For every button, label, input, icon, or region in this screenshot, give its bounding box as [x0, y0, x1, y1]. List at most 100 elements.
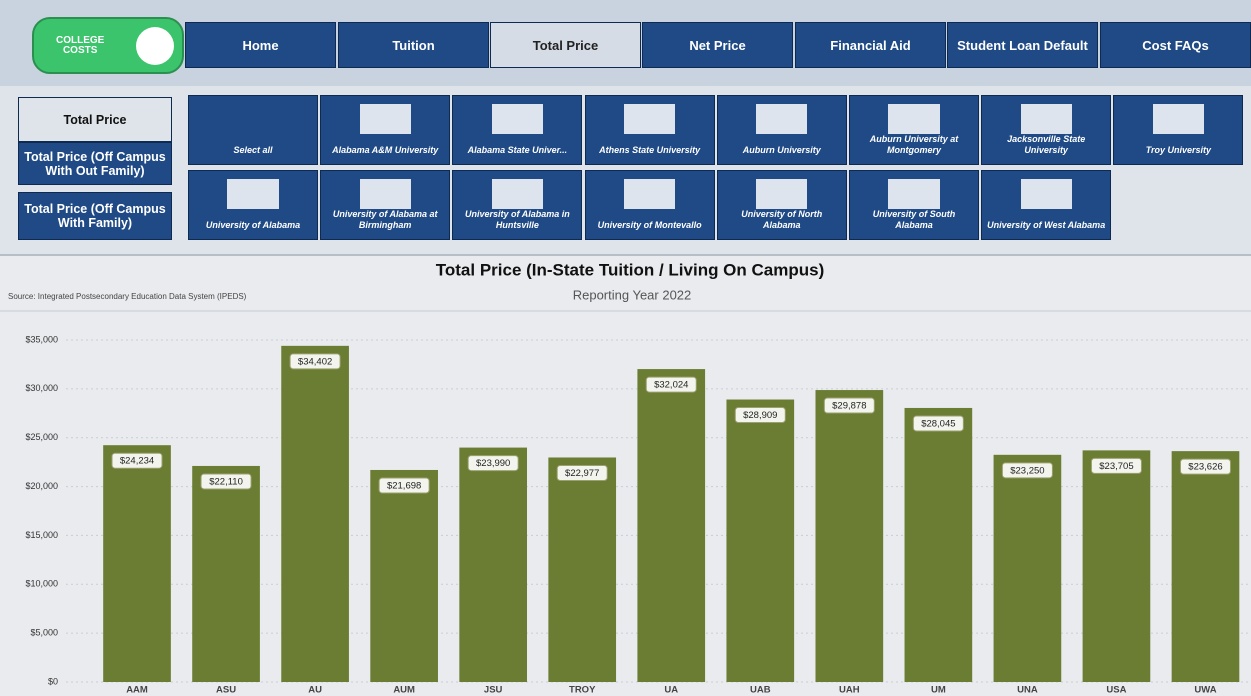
school-tile[interactable]: University of North Alabama: [716, 170, 847, 240]
school-tile-label: University of West Alabama: [987, 220, 1106, 230]
school-tile-label: University of Alabama in Huntsville: [465, 209, 570, 230]
bar: [726, 399, 795, 682]
chart-title: Total Price (In-State Tuition / Living O…: [436, 260, 825, 279]
side-button-label: Total Price (Off Campus With Out Family): [24, 149, 166, 178]
bar: [281, 345, 349, 682]
nav-tab[interactable]: Total Price: [490, 22, 641, 68]
x-tick-label: AAM: [126, 685, 148, 696]
nav-tab[interactable]: Financial Aid: [795, 22, 946, 68]
school-tile-label: Jacksonville State University: [1007, 134, 1086, 155]
side-button[interactable]: Total Price (Off Campus With Family): [18, 192, 172, 240]
value-label-bg: [734, 407, 786, 424]
school-tile-label: Alabama A&M University: [332, 145, 439, 155]
bar: [370, 469, 438, 682]
x-tick-label: AU: [308, 685, 322, 696]
side-button-label: Total Price (Off Campus With Family): [24, 202, 166, 230]
school-logo: [359, 179, 411, 209]
school-tile-label: University of South Alabama: [872, 209, 956, 230]
nav-tab-label: Tuition: [392, 37, 435, 53]
nav-tab-label: Net Price: [689, 37, 746, 53]
nav-tab[interactable]: Tuition: [338, 22, 489, 68]
school-tile[interactable]: Alabama State Univer...: [452, 95, 583, 165]
x-tick-label: ASU: [216, 685, 236, 696]
bar: [993, 454, 1062, 682]
school-tile[interactable]: Select all: [188, 95, 318, 165]
school-logo: [1020, 104, 1072, 134]
value-label: $23,705: [1099, 461, 1133, 472]
x-tick-label: UM: [931, 685, 946, 696]
value-label-bg: [1090, 457, 1142, 474]
value-label: $28,909: [743, 410, 777, 421]
bar: [548, 457, 617, 682]
bar: [1171, 451, 1240, 682]
school-logo: [1020, 179, 1072, 209]
side-button[interactable]: Total Price: [18, 97, 172, 142]
school-logo: [1152, 104, 1204, 134]
chart: Total Price (In-State Tuition / Living O…: [0, 260, 1251, 696]
school-logo: [888, 179, 940, 209]
logo-line: COLLEGE: [56, 34, 105, 46]
x-tick-label: UAH: [839, 685, 860, 696]
nav-tab[interactable]: Cost FAQs: [1100, 22, 1251, 68]
school-tile[interactable]: Jacksonville State University: [981, 95, 1112, 165]
school-tile-label: Auburn University at Montgomery: [869, 134, 959, 155]
school-tile[interactable]: University of Alabama in Huntsville: [452, 170, 583, 240]
value-label: $24,234: [120, 456, 154, 467]
value-label-bg: [912, 415, 964, 432]
bar: [637, 369, 706, 682]
school-tile[interactable]: Auburn University at Montgomery: [849, 95, 979, 165]
x-tick-label: UNA: [1017, 685, 1038, 696]
value-label: $21,698: [387, 480, 421, 491]
x-tick-label: USA: [1106, 685, 1126, 696]
value-label: $32,024: [654, 380, 688, 391]
nav-tab[interactable]: Student Loan Default: [947, 22, 1098, 68]
value-label-bg: [111, 452, 163, 469]
school-logo: [623, 104, 676, 134]
nav-tab[interactable]: Net Price: [642, 22, 793, 68]
bar: [815, 390, 884, 682]
school-tile[interactable]: Troy University: [1113, 95, 1244, 165]
side-button-label: Total Price: [63, 112, 127, 127]
school-tile-label: University of Alabama at Birmingham: [332, 209, 438, 230]
school-tile[interactable]: Auburn University: [716, 95, 847, 165]
x-tick-label: AUM: [393, 685, 415, 696]
school-tile-label: University of Alabama: [205, 220, 301, 230]
value-label-bg: [467, 455, 519, 472]
school-tile[interactable]: University of Alabama at Birmingham: [320, 170, 451, 240]
value-label-bg: [1179, 458, 1231, 475]
school-logo: [756, 104, 808, 134]
school-tile[interactable]: University of Montevallo: [584, 170, 715, 240]
school-tile[interactable]: University of Alabama: [188, 170, 318, 240]
nav-tab-label: Cost FAQs: [1142, 37, 1209, 53]
nav-tab-label: Student Loan Default: [957, 37, 1088, 53]
logo-text: COLLEGE COSTS: [56, 34, 105, 56]
value-label-bg: [556, 464, 608, 481]
school-tile[interactable]: University of West Alabama: [981, 170, 1112, 240]
school-tile[interactable]: Alabama A&M University: [320, 95, 451, 165]
school-logo: [888, 104, 940, 134]
value-label-bg: [200, 473, 252, 490]
logo[interactable]: COLLEGE COSTS: [32, 17, 184, 74]
y-tick-label: $35,000: [25, 334, 58, 344]
side-button[interactable]: Total Price (Off Campus With Out Family): [18, 142, 172, 185]
bar: [192, 465, 260, 682]
school-tile-label: Auburn University: [742, 145, 821, 155]
value-label: $23,250: [1010, 465, 1044, 476]
y-tick-label: $5,000: [30, 628, 58, 638]
school-tile[interactable]: Athens State University: [584, 95, 715, 165]
y-tick-label: $20,000: [25, 481, 58, 491]
value-label: $23,626: [1188, 462, 1222, 473]
school-logo: [756, 179, 808, 209]
value-label-bg: [645, 376, 697, 393]
nav-tab-label: Home: [242, 37, 279, 53]
nav-tab-label: Financial Aid: [830, 37, 911, 53]
school-tile-label: Athens State University: [599, 145, 701, 155]
school-tile[interactable]: University of South Alabama: [849, 170, 979, 240]
nav-tab[interactable]: Home: [185, 22, 336, 68]
value-label: $22,977: [565, 468, 599, 479]
school-tile-label: Select all: [233, 145, 273, 155]
value-label-bg: [289, 353, 341, 370]
school-tile-label: University of North Alabama: [741, 209, 823, 230]
school-logo: [227, 179, 279, 209]
